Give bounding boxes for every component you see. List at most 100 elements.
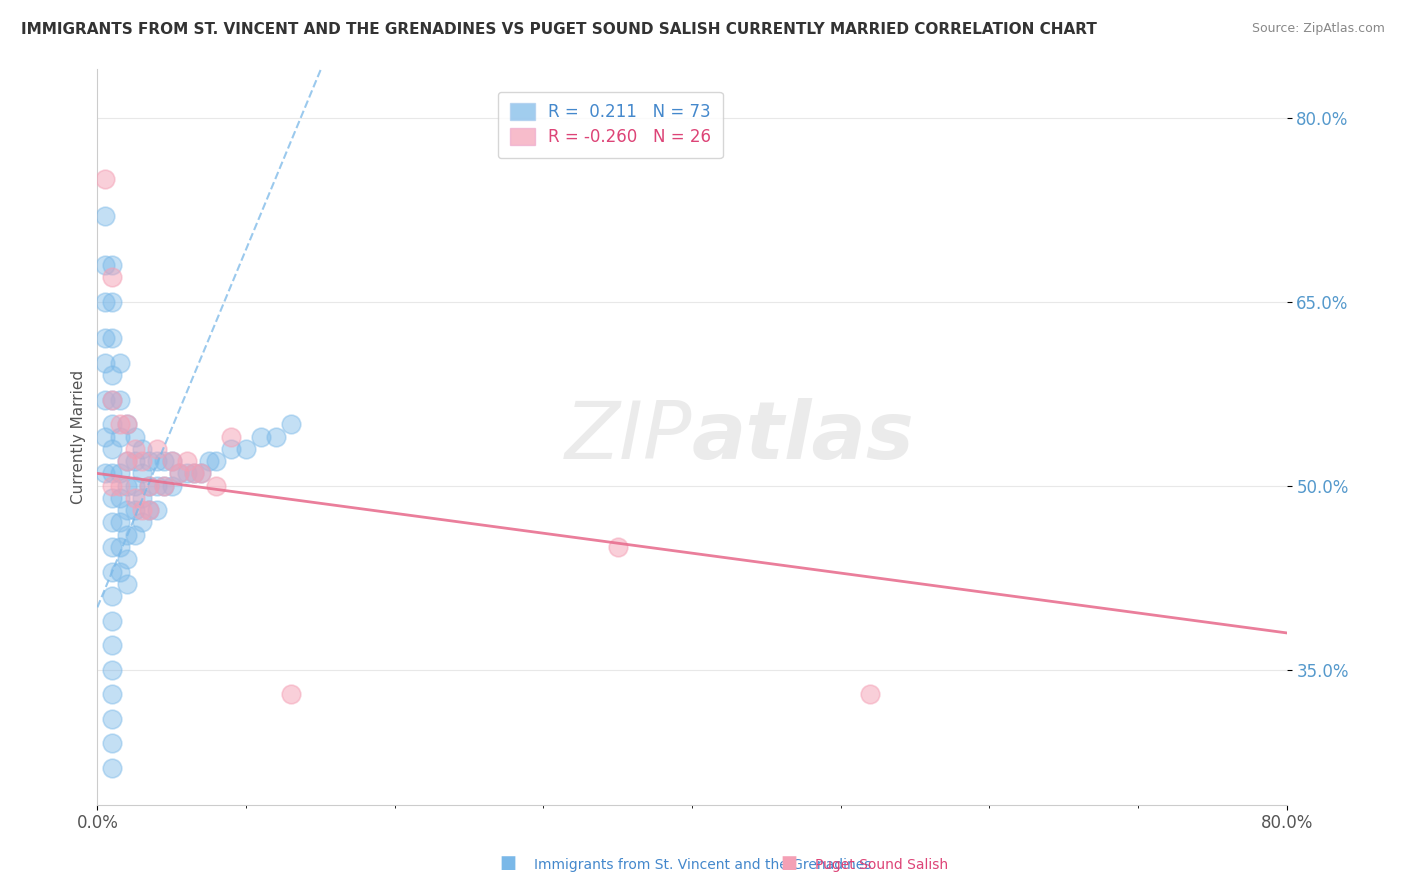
- Point: [167, 467, 190, 481]
- Point: [124, 442, 146, 456]
- Point: [138, 503, 160, 517]
- Point: [115, 417, 138, 432]
- Point: [101, 294, 124, 309]
- Point: [131, 467, 153, 481]
- Point: [124, 527, 146, 541]
- Point: [115, 454, 138, 468]
- Point: [94, 467, 117, 481]
- Point: [115, 577, 138, 591]
- Point: [101, 392, 124, 407]
- Point: [176, 467, 198, 481]
- Point: [115, 552, 138, 566]
- Text: IMMIGRANTS FROM ST. VINCENT AND THE GRENADINES VS PUGET SOUND SALISH CURRENTLY M: IMMIGRANTS FROM ST. VINCENT AND THE GREN…: [21, 22, 1097, 37]
- Point: [94, 392, 117, 407]
- Point: [160, 454, 183, 468]
- Point: [190, 467, 212, 481]
- Text: Immigrants from St. Vincent and the Grenadines: Immigrants from St. Vincent and the Gren…: [534, 858, 872, 872]
- Point: [101, 368, 124, 383]
- Point: [198, 454, 221, 468]
- Point: [264, 429, 287, 443]
- Point: [138, 478, 160, 492]
- Text: Puget Sound Salish: Puget Sound Salish: [815, 858, 949, 872]
- Point: [94, 331, 117, 345]
- Point: [160, 454, 183, 468]
- Y-axis label: Currently Married: Currently Married: [72, 369, 86, 504]
- Point: [250, 429, 273, 443]
- Point: [101, 614, 124, 628]
- Point: [115, 454, 138, 468]
- Point: [101, 258, 124, 272]
- Point: [108, 417, 131, 432]
- Point: [115, 503, 138, 517]
- Point: [183, 467, 205, 481]
- Point: [124, 478, 146, 492]
- Point: [167, 467, 190, 481]
- Point: [101, 417, 124, 432]
- Point: [108, 356, 131, 370]
- Point: [124, 429, 146, 443]
- Point: [101, 687, 124, 701]
- Point: [124, 491, 146, 505]
- Point: [101, 270, 124, 285]
- Point: [176, 454, 198, 468]
- Point: [153, 478, 176, 492]
- Point: [115, 527, 138, 541]
- Point: [146, 454, 169, 468]
- Point: [131, 442, 153, 456]
- Point: [108, 565, 131, 579]
- Point: [108, 429, 131, 443]
- Point: [101, 442, 124, 456]
- Legend: R =  0.211   N = 73, R = -0.260   N = 26: R = 0.211 N = 73, R = -0.260 N = 26: [498, 92, 723, 158]
- Point: [115, 417, 138, 432]
- Point: [94, 356, 117, 370]
- Point: [219, 429, 242, 443]
- Point: [108, 540, 131, 554]
- Point: [101, 761, 124, 775]
- Text: ZIP: ZIP: [565, 398, 692, 475]
- Point: [138, 503, 160, 517]
- Point: [205, 478, 228, 492]
- Point: [219, 442, 242, 456]
- Point: [94, 258, 117, 272]
- Point: [94, 294, 117, 309]
- Point: [153, 454, 176, 468]
- Point: [138, 478, 160, 492]
- Point: [153, 478, 176, 492]
- Point: [190, 467, 212, 481]
- Point: [101, 491, 124, 505]
- Point: [131, 503, 153, 517]
- Point: [108, 392, 131, 407]
- Text: Source: ZipAtlas.com: Source: ZipAtlas.com: [1251, 22, 1385, 36]
- Point: [101, 589, 124, 603]
- Point: [101, 712, 124, 726]
- Point: [280, 417, 302, 432]
- Point: [160, 478, 183, 492]
- Point: [235, 442, 257, 456]
- Point: [108, 491, 131, 505]
- Point: [124, 454, 146, 468]
- Point: [101, 638, 124, 652]
- Text: atlas: atlas: [692, 398, 915, 475]
- Point: [101, 540, 124, 554]
- Point: [280, 687, 302, 701]
- Point: [131, 454, 153, 468]
- Point: [205, 454, 228, 468]
- Point: [94, 172, 117, 186]
- Point: [108, 516, 131, 530]
- Point: [101, 663, 124, 677]
- Point: [94, 209, 117, 223]
- Point: [183, 467, 205, 481]
- Point: [108, 467, 131, 481]
- Point: [94, 429, 117, 443]
- Point: [101, 736, 124, 750]
- Point: [101, 331, 124, 345]
- Text: ■: ■: [499, 855, 516, 872]
- Point: [131, 491, 153, 505]
- Point: [146, 442, 169, 456]
- Text: ■: ■: [780, 855, 797, 872]
- Point: [101, 392, 124, 407]
- Point: [859, 687, 882, 701]
- Point: [131, 516, 153, 530]
- Point: [138, 454, 160, 468]
- Point: [124, 503, 146, 517]
